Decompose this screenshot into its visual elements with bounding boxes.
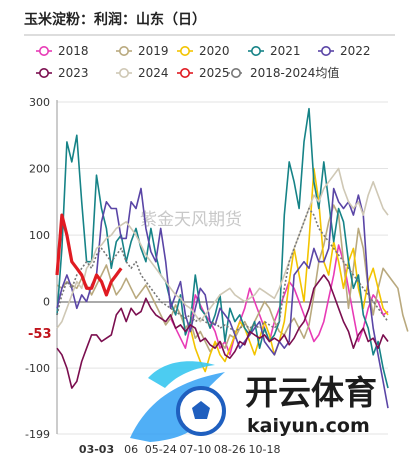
legend: 2018 2019 2020 2021 2022 2023 2024 2025 2018-202… bbox=[36, 44, 371, 80]
legend-item: 2025 bbox=[177, 66, 230, 80]
legend-swatch-marker bbox=[320, 45, 331, 56]
legend-item: 2018 bbox=[36, 44, 89, 58]
legend-item: 2021 bbox=[248, 44, 301, 58]
legend-item: 2024 bbox=[116, 66, 169, 80]
brand-logo-swoosh bbox=[148, 361, 215, 388]
latest-value-callout: -53 bbox=[28, 327, 52, 342]
legend-item: 2020 bbox=[177, 44, 230, 58]
series-line-2023 bbox=[56, 274, 389, 389]
brand-watermark: 开云体育 kaiyun.com bbox=[130, 361, 377, 442]
series-line-2025 bbox=[55, 213, 123, 297]
legend-label: 2024 bbox=[138, 66, 169, 80]
legend-swatch-marker bbox=[231, 68, 242, 79]
legend-label: 2021 bbox=[270, 44, 301, 58]
series-line-2020 bbox=[189, 167, 389, 373]
legend-swatch-marker bbox=[119, 45, 130, 56]
legend-swatch-marker bbox=[119, 68, 130, 79]
y-tick-label: 100 bbox=[29, 229, 50, 242]
legend-item: 2022 bbox=[318, 44, 371, 58]
legend-item: 2023 bbox=[36, 66, 89, 80]
x-tick-label: 05-24 bbox=[145, 443, 177, 456]
brand-logo-ball-patch bbox=[192, 401, 210, 419]
watermark-center-text: 紫金天风期货 bbox=[140, 210, 242, 230]
y-tick-label: -199 bbox=[25, 428, 50, 441]
y-tick-label: 300 bbox=[29, 96, 50, 109]
legend-swatch-marker bbox=[180, 68, 191, 79]
x-tick-label: 06 bbox=[124, 443, 138, 456]
y-tick-label: 0 bbox=[43, 296, 50, 309]
legend-label: 2022 bbox=[340, 44, 371, 58]
legend-item: 2018-2024均值 bbox=[228, 65, 339, 80]
legend-swatch-marker bbox=[251, 45, 262, 56]
x-tick-label: 08-26 bbox=[214, 443, 246, 456]
x-tick-label: 07-10 bbox=[179, 443, 211, 456]
x-tick-label: 10-18 bbox=[249, 443, 281, 456]
x-tick-label: 03-03 bbox=[79, 443, 114, 456]
legend-label: 2019 bbox=[138, 44, 169, 58]
series-lines bbox=[55, 107, 409, 409]
y-axis-ticks: 300 200 100 0 -100 -199 bbox=[25, 96, 50, 441]
legend-label: 2020 bbox=[199, 44, 230, 58]
legend-label: 2023 bbox=[58, 66, 89, 80]
y-tick-label: -100 bbox=[25, 362, 50, 375]
brand-main-text: 开云体育 bbox=[245, 373, 377, 412]
legend-swatch-marker bbox=[180, 45, 191, 56]
y-tick-label: 200 bbox=[29, 163, 50, 176]
legend-label: 2025 bbox=[199, 66, 230, 80]
legend-swatch-marker bbox=[38, 45, 49, 56]
legend-label: 2018-2024均值 bbox=[250, 65, 339, 80]
series-line-2019 bbox=[56, 204, 409, 353]
series-line-2021 bbox=[56, 107, 389, 389]
legend-swatch-marker bbox=[38, 68, 49, 79]
series-line-2022 bbox=[56, 187, 389, 409]
legend-item: 2019 bbox=[116, 44, 169, 58]
chart-title: 玉米淀粉：利润：山东（日） bbox=[24, 11, 206, 28]
series-line-2024 bbox=[56, 167, 389, 329]
x-axis-ticks: 03-03 06 05-24 07-10 08-26 10-18 bbox=[79, 443, 281, 456]
brand-sub-text: kaiyun.com bbox=[247, 415, 370, 437]
legend-label: 2018 bbox=[58, 44, 89, 58]
